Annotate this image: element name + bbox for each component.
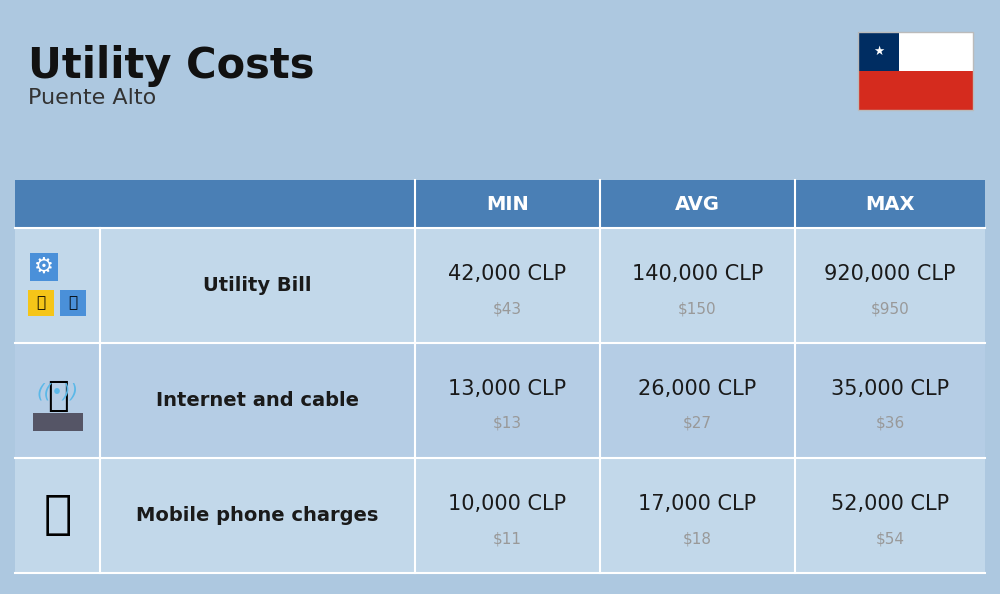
Text: 52,000 CLP: 52,000 CLP bbox=[831, 494, 949, 514]
Text: 140,000 CLP: 140,000 CLP bbox=[632, 264, 763, 284]
Text: $11: $11 bbox=[493, 531, 522, 546]
Text: 42,000 CLP: 42,000 CLP bbox=[448, 264, 567, 284]
Bar bbox=[15, 343, 985, 458]
Text: $950: $950 bbox=[871, 301, 909, 316]
Bar bbox=[32, 412, 82, 431]
Text: ★: ★ bbox=[873, 45, 884, 58]
Text: $54: $54 bbox=[876, 531, 904, 546]
Text: 💧: 💧 bbox=[68, 295, 77, 310]
Bar bbox=[60, 289, 86, 315]
Text: 920,000 CLP: 920,000 CLP bbox=[824, 264, 956, 284]
Bar bbox=[30, 252, 58, 280]
Text: $150: $150 bbox=[678, 301, 717, 316]
Text: 35,000 CLP: 35,000 CLP bbox=[831, 379, 949, 399]
Text: 10,000 CLP: 10,000 CLP bbox=[448, 494, 567, 514]
Text: $36: $36 bbox=[875, 416, 905, 431]
Bar bbox=[15, 180, 985, 228]
Text: 📡: 📡 bbox=[47, 378, 68, 412]
Text: ⚙: ⚙ bbox=[34, 257, 54, 276]
Text: AVG: AVG bbox=[675, 194, 720, 213]
Text: 13,000 CLP: 13,000 CLP bbox=[448, 379, 567, 399]
Text: MAX: MAX bbox=[865, 194, 915, 213]
Bar bbox=[15, 228, 985, 343]
Text: Mobile phone charges: Mobile phone charges bbox=[136, 506, 379, 525]
Text: 17,000 CLP: 17,000 CLP bbox=[638, 494, 757, 514]
Text: $13: $13 bbox=[493, 416, 522, 431]
Bar bbox=[858, 32, 899, 71]
Bar bbox=[858, 32, 973, 71]
Bar bbox=[15, 458, 985, 573]
Text: MIN: MIN bbox=[486, 194, 529, 213]
Text: Utility Bill: Utility Bill bbox=[203, 276, 312, 295]
Bar bbox=[858, 71, 973, 110]
Text: 🔌: 🔌 bbox=[36, 295, 45, 310]
Text: Puente Alto: Puente Alto bbox=[28, 88, 156, 108]
Bar bbox=[858, 32, 973, 110]
Text: $43: $43 bbox=[493, 301, 522, 316]
Text: Internet and cable: Internet and cable bbox=[156, 391, 359, 410]
Bar bbox=[28, 289, 54, 315]
Text: 26,000 CLP: 26,000 CLP bbox=[638, 379, 757, 399]
Text: ((•)): ((•)) bbox=[36, 383, 78, 402]
Text: Utility Costs: Utility Costs bbox=[28, 45, 314, 87]
Text: 📱: 📱 bbox=[43, 493, 72, 538]
Text: $18: $18 bbox=[683, 531, 712, 546]
Text: $27: $27 bbox=[683, 416, 712, 431]
